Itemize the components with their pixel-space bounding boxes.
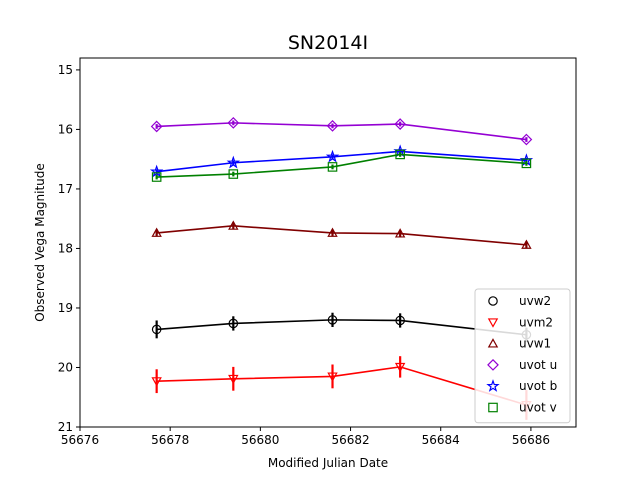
legend-item: uvw2 (488, 294, 551, 308)
y-tick-label: 16 (58, 122, 73, 136)
data-point (151, 172, 162, 182)
y-tick-label: 20 (58, 360, 73, 374)
x-tick-label: 56686 (512, 433, 550, 447)
legend-label: uvot u (519, 358, 557, 372)
legend-box (474, 288, 571, 424)
y-tick-label: 19 (58, 301, 73, 315)
legend-marker (487, 318, 499, 328)
data-point (227, 116, 240, 129)
legend-marker (488, 296, 498, 306)
data-point (326, 119, 339, 132)
legend-marker (487, 338, 499, 348)
series-uvot-u (150, 116, 533, 146)
data-point (394, 118, 407, 130)
series-line (156, 225, 527, 246)
legend-item: uvot b (486, 379, 557, 393)
series-line (156, 319, 527, 336)
series-line (156, 150, 527, 173)
series-line (156, 366, 527, 406)
data-point (149, 164, 164, 178)
chart-title: SN2014I (288, 32, 368, 54)
x-tick-label: 56680 (241, 433, 279, 447)
legend-item: uvot u (487, 358, 557, 372)
data-point (327, 162, 338, 172)
legend-label: uvw1 (519, 337, 551, 351)
data-point (394, 362, 406, 373)
legend-marker (486, 379, 500, 392)
plot-frame (79, 57, 577, 428)
legend-marker (487, 359, 499, 371)
legend-label: uvw2 (519, 294, 551, 308)
series-line (156, 122, 527, 141)
y-tick-label: 21 (58, 420, 73, 434)
legend-item: uvw1 (487, 337, 551, 351)
x-tick-label: 56676 (61, 433, 99, 447)
x-axis-label: Modified Julian Date (268, 456, 388, 470)
legend-label: uvm2 (519, 315, 553, 329)
x-axis: 56676 56678 56680 56682 56684 56686 (61, 427, 550, 447)
data-point (395, 149, 405, 160)
series-uvm2 (151, 356, 532, 420)
data-point (521, 239, 532, 249)
x-tick-label: 56678 (151, 433, 189, 447)
legend-marker (488, 402, 498, 413)
series-uvw1 (151, 220, 532, 249)
x-tick-label: 56682 (331, 433, 369, 447)
data-point (327, 315, 338, 325)
legend-item: uvot v (488, 401, 557, 415)
data-point (151, 227, 162, 237)
data-point (395, 315, 405, 326)
data-point (228, 318, 239, 329)
y-axis-label: Observed Vega Magnitude (33, 163, 47, 322)
legend-label: uvot b (519, 379, 557, 393)
series-uvot-v (151, 149, 532, 182)
legend-item: uvm2 (487, 315, 553, 329)
y-tick-label: 18 (58, 241, 73, 255)
data-point (521, 158, 532, 169)
plot-area (149, 116, 534, 420)
y-tick-label: 17 (58, 182, 73, 196)
data-point (327, 372, 338, 382)
series-uvot-b (149, 144, 534, 178)
data-point (151, 324, 162, 335)
data-point (325, 149, 340, 163)
x-tick-label: 56684 (422, 433, 460, 447)
series-uvw2 (151, 312, 532, 342)
data-point (151, 377, 162, 387)
y-tick-label: 15 (58, 63, 73, 77)
data-point (327, 227, 338, 237)
data-point (520, 133, 533, 146)
legend: uvw2 uvm2 uvw1 uvot u uvot b uvot v (474, 288, 571, 424)
data-point (394, 228, 406, 238)
data-point (150, 120, 163, 133)
y-axis: 15 16 17 18 19 20 21 (58, 63, 80, 434)
legend-label: uvot v (519, 401, 557, 415)
data-point (228, 169, 239, 179)
data-point (228, 374, 239, 385)
data-point (228, 220, 239, 230)
data-point (226, 155, 241, 169)
